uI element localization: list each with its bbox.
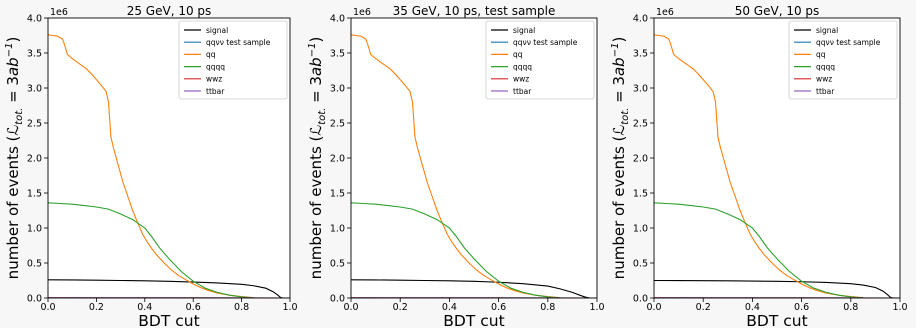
y-tick-label: 2.5	[633, 118, 648, 129]
legend-box	[485, 20, 595, 100]
y-tick-label: 3.5	[27, 48, 42, 59]
y-tick-label: 2.5	[330, 118, 345, 129]
x-tick-label: 0.8	[843, 302, 858, 313]
y-tick-label: 1.0	[633, 223, 648, 234]
x-tick-label: 0.6	[794, 302, 809, 313]
series-line-qqqq	[48, 202, 254, 298]
y-tick-label: 2.0	[633, 153, 648, 164]
x-tick-label: 0.2	[696, 302, 711, 313]
series-line-qq	[351, 34, 561, 298]
legend-entry: qq	[206, 50, 216, 59]
y-tick-label: 1.0	[27, 223, 42, 234]
y-tick-label: 3.0	[633, 83, 648, 94]
y-tick-label: 0.5	[27, 258, 42, 269]
y-tick-label: 4.0	[330, 13, 345, 24]
y-axis-label: number of events (ℒtot. = 3ab−1)	[4, 37, 25, 280]
legend-entry: wwz	[816, 75, 832, 84]
x-tick-label: 0.8	[234, 302, 249, 313]
x-tick-label: 0.6	[186, 302, 201, 313]
chart-title: 35 GeV, 10 ps, test sample	[393, 4, 556, 18]
y-axis-label: number of events (ℒtot. = 3ab−1)	[307, 37, 328, 280]
legend-entry: qq	[513, 50, 523, 59]
x-tick-label: 0.4	[137, 302, 152, 313]
axis-multiplier: 1e6	[353, 7, 371, 18]
chart-panel-3: 0.0 0.2 0.4 0.6 0.8 1.0 0.0 0.5 1.0 1.5 2.0 2.5 3.0 3…	[610, 4, 908, 328]
y-tick-label: 3.5	[633, 48, 648, 59]
y-tick-label: 1.5	[633, 188, 648, 199]
series-line-qq	[48, 34, 254, 298]
series-line-qqqq	[351, 202, 561, 298]
legend-entry: qqνν test sample	[816, 38, 881, 47]
chart-title: 25 GeV, 10 ps	[127, 4, 212, 18]
y-axis-label: number of events (ℒtot. = 3ab−1)	[610, 37, 631, 280]
legend-entry: qqνν test sample	[206, 38, 271, 47]
chart-panel-1: 0.0 0.2 0.4 0.6 0.8 1.0 0.0 0.5 1.0 1.5 2.0 2.5 3.0 3…	[4, 4, 298, 328]
x-tick-label: 0.0	[40, 302, 55, 313]
x-tick-label: 0.8	[540, 302, 555, 313]
y-tick-label: 2.0	[27, 153, 42, 164]
legend-entry: signal	[206, 26, 228, 35]
legend-entry: qqqq	[206, 62, 225, 71]
y-tick-label: 4.0	[27, 13, 42, 24]
legend-entry: ttbar	[513, 87, 532, 96]
y-tick-label: 2.5	[27, 118, 42, 129]
series-line-qq	[654, 34, 864, 298]
x-tick-label: 1.0	[282, 302, 297, 313]
axis-multiplier: 1e6	[656, 7, 674, 18]
x-tick-label: 0.4	[442, 302, 457, 313]
legend-entry: ttbar	[816, 87, 835, 96]
y-tick-label: 3.0	[330, 83, 345, 94]
x-tick-label: 0.6	[491, 302, 506, 313]
x-tick-label: 0.0	[646, 302, 661, 313]
chart-title: 50 GeV, 10 ps	[735, 4, 820, 18]
legend-entry: wwz	[513, 75, 529, 84]
legend-entry: qqνν test sample	[513, 38, 578, 47]
series-line-signal	[654, 279, 893, 298]
x-tick-label: 0.2	[393, 302, 408, 313]
legend-entry: qqqq	[816, 62, 835, 71]
legend-entry: signal	[513, 26, 535, 35]
x-axis-label: BDT cut	[443, 312, 504, 328]
y-tick-label: 2.0	[330, 153, 345, 164]
series-line-signal	[351, 279, 590, 298]
legend-box	[788, 20, 898, 100]
legend-entry: qq	[816, 50, 826, 59]
x-axis-label: BDT cut	[746, 312, 807, 328]
legend-box	[178, 20, 288, 100]
series-line-qqqq	[654, 202, 864, 298]
y-tick-label: 0.0	[27, 293, 42, 304]
y-tick-label: 1.5	[27, 188, 42, 199]
chart-panel-2: 0.0 0.2 0.4 0.6 0.8 1.0 0.0 0.5 1.0 1.5 2.0 2.5 3.0 3…	[307, 4, 605, 328]
legend-entry: signal	[816, 26, 838, 35]
x-tick-label: 0.2	[89, 302, 104, 313]
x-tick-label: 0.4	[745, 302, 760, 313]
y-tick-label: 0.0	[330, 293, 345, 304]
x-tick-label: 1.0	[589, 302, 604, 313]
legend-entry: ttbar	[206, 87, 225, 96]
axis-multiplier: 1e6	[50, 7, 68, 18]
series-line-signal	[48, 279, 283, 298]
y-tick-label: 3.5	[330, 48, 345, 59]
x-tick-label: 1.0	[892, 302, 907, 313]
y-tick-label: 0.0	[633, 293, 648, 304]
y-tick-label: 3.0	[27, 83, 42, 94]
x-tick-label: 0.0	[343, 302, 358, 313]
y-tick-label: 0.5	[330, 258, 345, 269]
y-tick-label: 0.5	[633, 258, 648, 269]
legend-entry: wwz	[206, 75, 222, 84]
y-tick-label: 4.0	[633, 13, 648, 24]
legend-entry: qqqq	[513, 62, 532, 71]
y-tick-label: 1.0	[330, 223, 345, 234]
y-tick-label: 1.5	[330, 188, 345, 199]
x-axis-label: BDT cut	[138, 312, 199, 328]
